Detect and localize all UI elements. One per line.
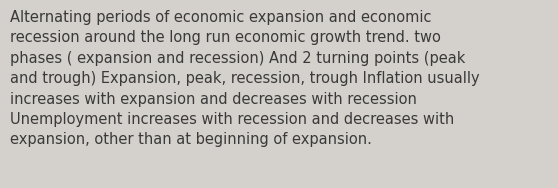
- Text: Alternating periods of economic expansion and economic
recession around the long: Alternating periods of economic expansio…: [10, 10, 480, 147]
